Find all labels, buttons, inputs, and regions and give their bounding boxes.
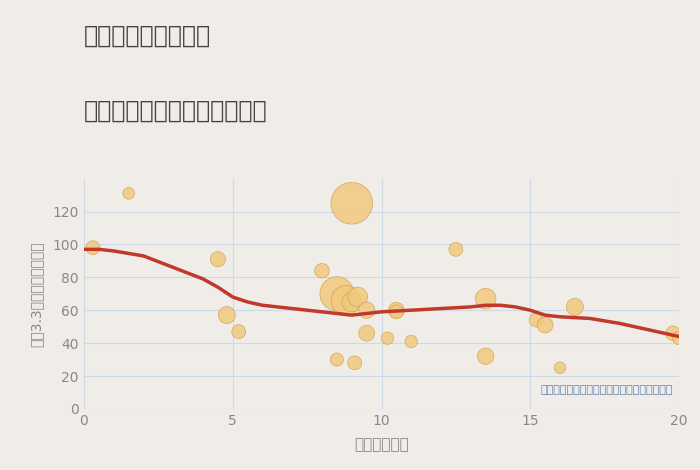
Point — [88, 244, 99, 251]
Point — [331, 290, 342, 298]
Point — [346, 200, 357, 207]
Point — [480, 352, 491, 360]
Point — [668, 329, 679, 337]
Point — [349, 359, 360, 367]
Text: 駅距離別中古マンション価格: 駅距離別中古マンション価格 — [84, 99, 267, 123]
Point — [361, 306, 372, 314]
Point — [382, 335, 393, 342]
Text: 岐阜県関市平成通の: 岐阜県関市平成通の — [84, 24, 211, 47]
Point — [540, 321, 551, 329]
Point — [340, 297, 351, 304]
Point — [450, 246, 461, 253]
Point — [352, 293, 363, 301]
Point — [221, 312, 232, 319]
Text: 円の大きさは、取引のあった物件面積を示す: 円の大きさは、取引のあった物件面積を示す — [540, 385, 673, 395]
Point — [391, 306, 402, 314]
Point — [346, 298, 357, 306]
Point — [480, 295, 491, 303]
Point — [123, 190, 134, 197]
Point — [673, 335, 685, 342]
Point — [361, 329, 372, 337]
Point — [212, 256, 223, 263]
Point — [316, 267, 328, 274]
Point — [391, 308, 402, 316]
Y-axis label: 坪（3.3㎡）単価（万円）: 坪（3.3㎡）単価（万円） — [29, 241, 43, 346]
X-axis label: 駅距離（分）: 駅距離（分） — [354, 437, 409, 452]
Point — [406, 337, 417, 345]
Point — [569, 303, 580, 311]
Point — [331, 356, 342, 363]
Point — [554, 364, 566, 371]
Point — [531, 316, 542, 324]
Point — [233, 328, 244, 336]
